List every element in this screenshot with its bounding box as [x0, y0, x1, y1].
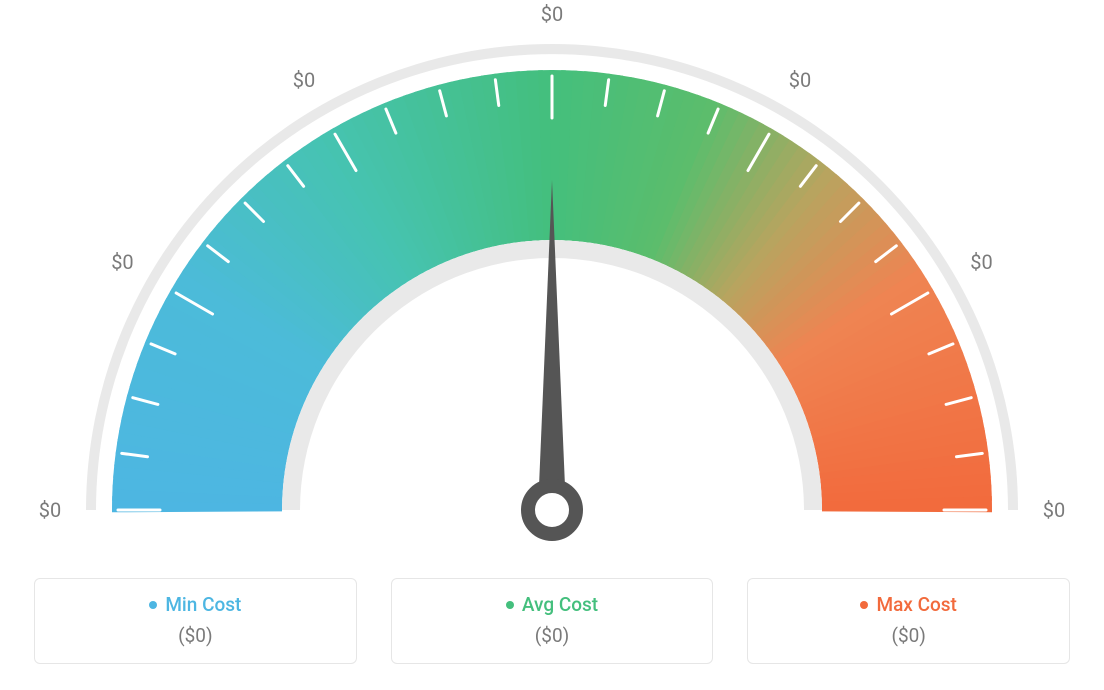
legend-dot-avg [506, 601, 514, 609]
legend-dot-max [860, 601, 868, 609]
gauge-scale-label: $0 [970, 250, 992, 274]
gauge-scale-label: $0 [1043, 498, 1065, 522]
legend-row: Min Cost ($0) Avg Cost ($0) Max Cost ($0… [0, 578, 1104, 664]
legend-title-min: Min Cost [149, 593, 241, 616]
gauge-area: $0 $0 $0 $0 $0 $0 $0 [0, 0, 1104, 560]
legend-title-max: Max Cost [860, 593, 956, 616]
legend-title-avg: Avg Cost [506, 593, 598, 616]
gauge-scale-label: $0 [111, 250, 133, 274]
gauge-scale-label: $0 [789, 68, 811, 92]
gauge-scale-label: $0 [39, 498, 61, 522]
legend-value-max: ($0) [758, 624, 1059, 647]
legend-card-avg: Avg Cost ($0) [391, 578, 714, 664]
legend-label-max: Max Cost [876, 593, 956, 616]
legend-dot-min [149, 601, 157, 609]
gauge-scale-label: $0 [293, 68, 315, 92]
legend-label-min: Min Cost [165, 593, 241, 616]
legend-card-max: Max Cost ($0) [747, 578, 1070, 664]
legend-card-min: Min Cost ($0) [34, 578, 357, 664]
legend-value-avg: ($0) [402, 624, 703, 647]
legend-value-min: ($0) [45, 624, 346, 647]
legend-label-avg: Avg Cost [522, 593, 598, 616]
gauge-svg [0, 0, 1104, 560]
gauge-chart-container: $0 $0 $0 $0 $0 $0 $0 Min Cost ($0) Avg Cost ($… [0, 0, 1104, 690]
gauge-scale-label: $0 [541, 2, 563, 26]
